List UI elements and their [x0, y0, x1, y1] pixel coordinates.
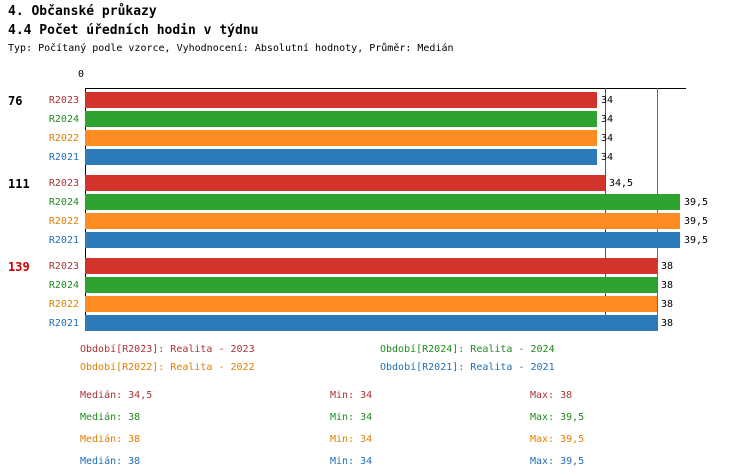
bar-r2022: [85, 130, 597, 146]
stat-min-r2024: Min: 34: [330, 412, 373, 423]
bar-value-label: 39,5: [684, 216, 709, 227]
axis-top-line: [85, 88, 686, 89]
bar-r2021: [85, 232, 680, 248]
stat-max-r2021: Max: 39,5: [530, 456, 585, 467]
bar-series-label: R2021: [48, 235, 79, 246]
bar-r2023: [85, 175, 605, 191]
stat-max-r2023: Max: 38: [530, 390, 573, 401]
bar-series-label: R2024: [48, 197, 79, 208]
bar-r2021: [85, 315, 657, 331]
bar-value-label: 34: [601, 152, 614, 163]
legend-item-r2024: Období[R2024]: Realita - 2024: [380, 344, 555, 355]
bar-value-label: 38: [661, 280, 674, 291]
bar-series-label: R2022: [48, 133, 79, 144]
bar-series-label: R2021: [48, 152, 79, 163]
stat-median-r2023: Medián: 34,5: [80, 390, 153, 401]
bar-r2021: [85, 149, 597, 165]
bar-series-label: R2024: [48, 280, 79, 291]
report-meta: Typ: Počítaný podle vzorce, Vyhodnocení:…: [8, 43, 454, 54]
bar-r2023: [85, 92, 597, 108]
bar-value-label: 34: [601, 95, 614, 106]
stat-min-r2022: Min: 34: [330, 434, 373, 445]
stat-max-r2022: Max: 39,5: [530, 434, 585, 445]
bar-series-label: R2022: [48, 216, 79, 227]
bar-value-label: 38: [661, 299, 674, 310]
group-label: 111: [8, 177, 30, 191]
legend-item-r2022: Období[R2022]: Realita - 2022: [80, 362, 255, 373]
report-subtitle: 4.4 Počet úředních hodin v týdnu: [8, 23, 259, 38]
bar-value-label: 34: [601, 114, 614, 125]
axis-origin-label: 0: [78, 69, 85, 80]
bar-value-label: 34: [601, 133, 614, 144]
stat-median-r2022: Medián: 38: [80, 434, 141, 445]
bar-series-label: R2022: [48, 299, 79, 310]
bar-series-label: R2024: [48, 114, 79, 125]
group-label: 139: [8, 260, 30, 274]
stat-median-r2021: Medián: 38: [80, 456, 141, 467]
bar-value-label: 34,5: [609, 178, 634, 189]
bar-r2024: [85, 111, 597, 127]
report-title: 4. Občanské průkazy: [8, 4, 157, 19]
bar-series-label: R2023: [48, 178, 79, 189]
bar-r2022: [85, 213, 680, 229]
group-label: 76: [8, 94, 23, 108]
bar-r2024: [85, 277, 657, 293]
stat-max-r2024: Max: 39,5: [530, 412, 585, 423]
bar-value-label: 38: [661, 318, 674, 329]
bar-r2022: [85, 296, 657, 312]
stat-min-r2023: Min: 34: [330, 390, 373, 401]
bar-series-label: R2021: [48, 318, 79, 329]
bar-value-label: 38: [661, 261, 674, 272]
bar-value-label: 39,5: [684, 235, 709, 246]
bar-chart: 76 R2023 34 R2024 34 R2022 34 R2021 34 111 R2023 34…: [0, 88, 750, 331]
bar-series-label: R2023: [48, 95, 79, 106]
bar-value-label: 39,5: [684, 197, 709, 208]
stat-median-r2024: Medián: 38: [80, 412, 141, 423]
bar-series-label: R2023: [48, 261, 79, 272]
legend-item-r2021: Období[R2021]: Realita - 2021: [380, 362, 555, 373]
legend-item-r2023: Období[R2023]: Realita - 2023: [80, 344, 255, 355]
stat-min-r2021: Min: 34: [330, 456, 373, 467]
bar-r2024: [85, 194, 680, 210]
bar-r2023: [85, 258, 657, 274]
